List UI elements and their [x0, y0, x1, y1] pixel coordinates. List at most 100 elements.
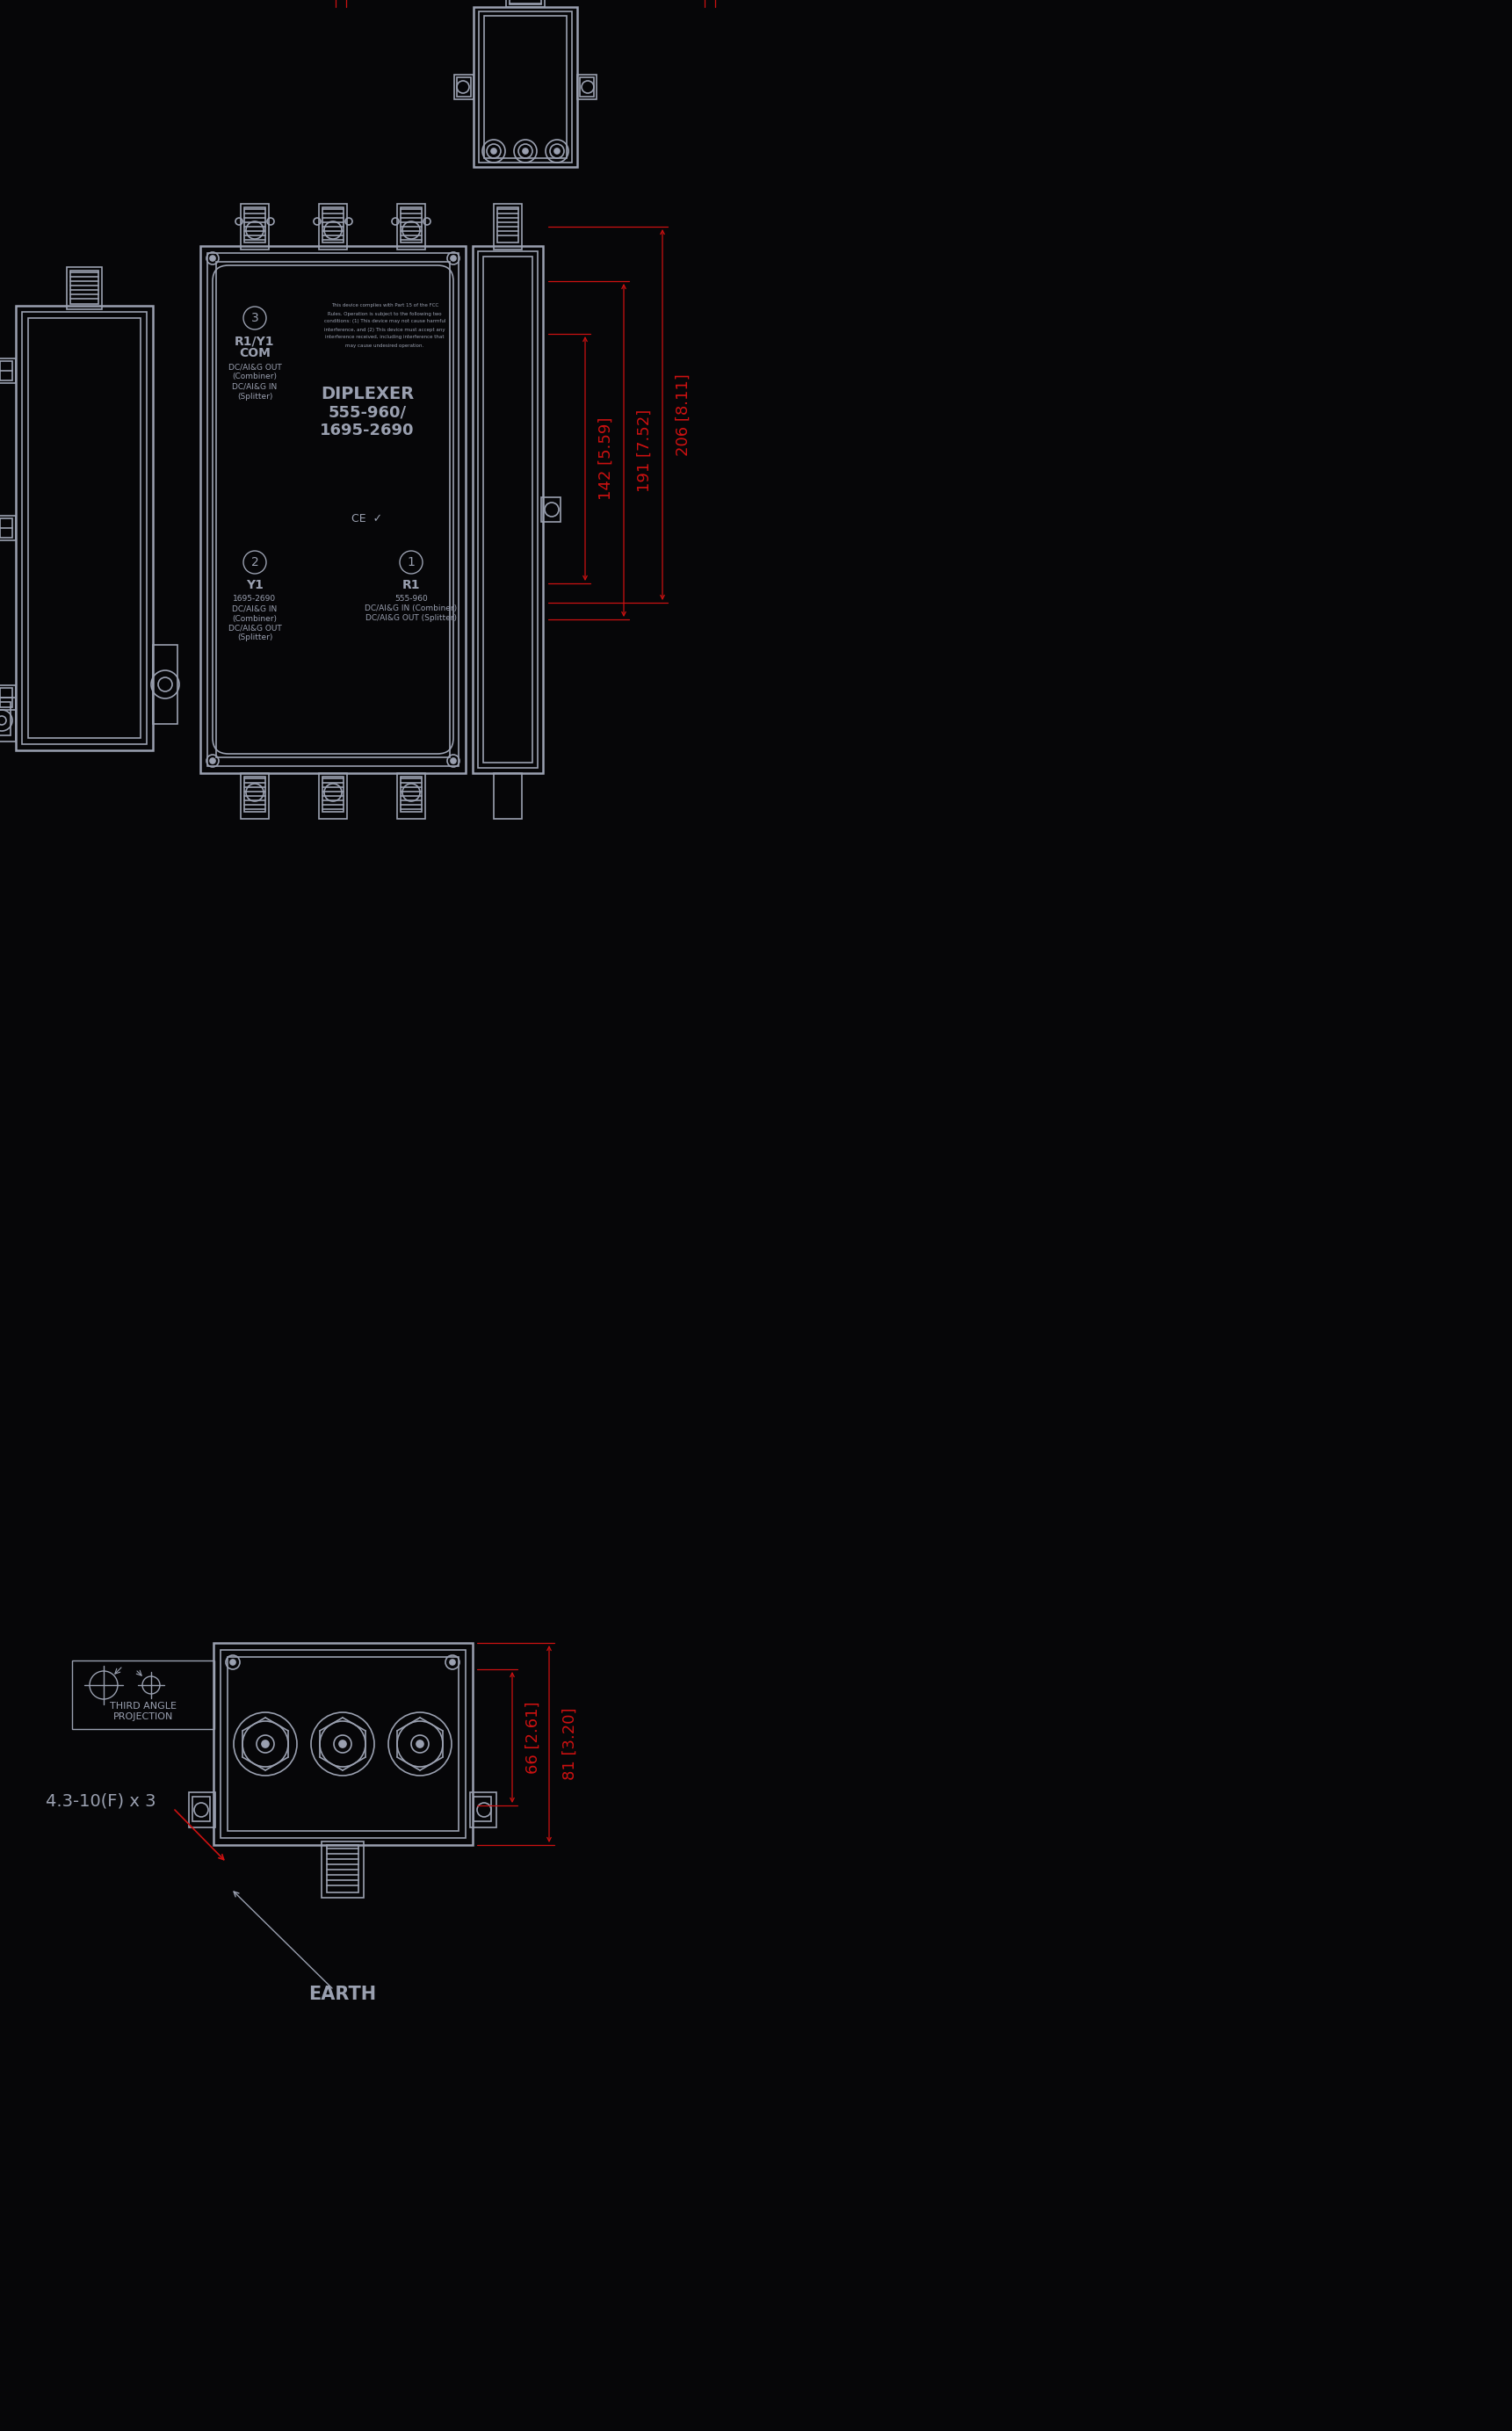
Bar	[240, 773, 269, 819]
Bar	[494, 773, 522, 819]
Bar	[470, 1792, 496, 1828]
Bar	[23, 311, 147, 744]
Text: 1695-2690: 1695-2690	[233, 596, 277, 603]
Text: This device complies with Part 15 of the FCC: This device complies with Part 15 of the…	[331, 304, 438, 309]
Bar	[0, 357, 15, 384]
Circle shape	[210, 255, 215, 260]
Bar	[227, 1658, 458, 1831]
Text: 206 [8.11]: 206 [8.11]	[676, 374, 691, 457]
Bar	[200, 246, 466, 773]
Bar	[207, 253, 458, 766]
Circle shape	[416, 1741, 423, 1748]
Text: DC/AI&G IN: DC/AI&G IN	[233, 382, 277, 391]
Bar	[221, 1651, 466, 1838]
Text: 4.3-10(F) x 3: 4.3-10(F) x 3	[45, 1792, 156, 1809]
Circle shape	[210, 758, 215, 763]
Bar	[67, 267, 101, 309]
Bar	[0, 703, 11, 734]
Text: interference, and (2) This device must accept any: interference, and (2) This device must a…	[325, 328, 445, 331]
Circle shape	[262, 1741, 269, 1748]
Bar	[473, 7, 578, 168]
Bar	[0, 362, 12, 379]
Text: may cause undesired operation.: may cause undesired operation.	[346, 343, 423, 348]
Text: 1695-2690: 1695-2690	[321, 423, 414, 438]
Text: 1: 1	[407, 557, 416, 569]
Bar	[319, 204, 348, 250]
Bar	[322, 207, 343, 243]
Bar	[192, 1797, 210, 1821]
Text: Rules. Operation is subject to the following two: Rules. Operation is subject to the follo…	[328, 311, 442, 316]
Bar	[322, 775, 343, 812]
Bar	[245, 775, 265, 812]
Bar	[473, 246, 543, 773]
Text: 142 [5.59]: 142 [5.59]	[599, 418, 614, 501]
Bar	[398, 773, 425, 819]
Circle shape	[555, 148, 559, 153]
Bar	[541, 498, 561, 523]
Text: 191 [7.52]: 191 [7.52]	[637, 408, 653, 491]
Text: EARTH: EARTH	[308, 1986, 376, 2003]
Text: Y1: Y1	[246, 579, 263, 591]
Bar	[494, 204, 522, 250]
Bar	[0, 686, 15, 710]
Bar	[70, 270, 98, 304]
Text: (Combiner): (Combiner)	[233, 372, 277, 382]
Text: CE  ✓: CE ✓	[352, 513, 383, 525]
Text: (Splitter): (Splitter)	[237, 634, 272, 642]
Text: 81 [3.20]: 81 [3.20]	[562, 1707, 578, 1779]
Bar	[578, 75, 597, 100]
Circle shape	[451, 255, 457, 260]
Bar	[457, 78, 470, 97]
Text: R1/Y1: R1/Y1	[234, 335, 275, 348]
Bar	[0, 688, 12, 707]
Text: THIRD ANGLE
PROJECTION: THIRD ANGLE PROJECTION	[110, 1702, 177, 1721]
Bar	[479, 12, 572, 163]
Circle shape	[523, 148, 528, 153]
Circle shape	[339, 1741, 346, 1748]
Circle shape	[451, 758, 457, 763]
Bar	[478, 250, 538, 768]
Bar	[507, 0, 544, 7]
Bar	[213, 1643, 473, 1845]
Bar	[73, 1660, 215, 1728]
Text: interference received, including interference that: interference received, including interfe…	[325, 335, 445, 340]
Text: R1: R1	[402, 579, 420, 591]
Text: (Combiner): (Combiner)	[233, 615, 277, 622]
Bar	[454, 75, 473, 100]
Bar	[579, 78, 594, 97]
Text: (Splitter): (Splitter)	[237, 391, 272, 401]
Bar	[216, 263, 451, 758]
Text: DC/AI&G IN: DC/AI&G IN	[233, 605, 277, 613]
Text: 555-960: 555-960	[395, 596, 428, 603]
Bar	[398, 204, 425, 250]
Text: 66 [2.61]: 66 [2.61]	[525, 1702, 541, 1775]
Bar	[510, 0, 541, 5]
Text: DC/AI&G OUT (Splitter): DC/AI&G OUT (Splitter)	[366, 615, 457, 622]
Bar	[401, 207, 422, 243]
Bar	[322, 1840, 364, 1899]
Circle shape	[230, 1660, 236, 1665]
Bar	[29, 318, 141, 739]
Text: conditions: (1) This device may not cause harmful: conditions: (1) This device may not caus…	[324, 318, 446, 323]
Circle shape	[491, 148, 496, 153]
Text: COM: COM	[239, 348, 271, 360]
Text: DC/AI&G OUT: DC/AI&G OUT	[228, 362, 281, 372]
Bar	[484, 17, 567, 158]
Bar	[473, 1797, 491, 1821]
Bar	[153, 644, 177, 724]
Bar	[240, 204, 269, 250]
Bar	[497, 207, 519, 243]
Bar	[319, 773, 348, 819]
Bar	[484, 258, 532, 763]
Bar	[327, 1845, 358, 1891]
Bar	[15, 306, 153, 751]
Bar	[0, 515, 15, 540]
Text: DC/AI&G IN (Combiner): DC/AI&G IN (Combiner)	[364, 605, 457, 613]
Text: 555-960/: 555-960/	[328, 406, 407, 421]
Text: 2: 2	[251, 557, 259, 569]
Text: DIPLEXER: DIPLEXER	[321, 384, 414, 401]
Bar	[0, 698, 15, 741]
Circle shape	[451, 1660, 455, 1665]
Text: DC/AI&G OUT: DC/AI&G OUT	[228, 625, 281, 632]
Bar	[0, 518, 12, 537]
